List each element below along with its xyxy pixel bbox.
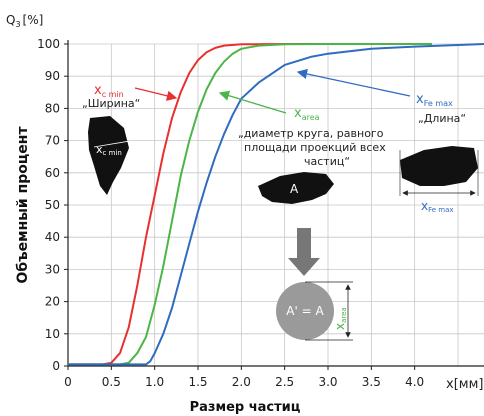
circle-label: A' = A bbox=[286, 304, 324, 318]
y-axis-title: Объемный процент bbox=[15, 126, 31, 284]
y-tick-label: 0 bbox=[52, 359, 60, 373]
x-axis-unit: x[мм] bbox=[446, 377, 483, 392]
xarea-desc-1: „диаметр круга, равного bbox=[238, 127, 384, 140]
down-arrow-icon bbox=[288, 228, 320, 276]
y-tick-label: 10 bbox=[45, 327, 60, 341]
series-group bbox=[68, 43, 484, 366]
x-tick-label: 2.5 bbox=[275, 375, 294, 389]
y-tick-label: 70 bbox=[45, 134, 60, 148]
xcmin-arrow bbox=[134, 87, 178, 101]
xarea-label: xarea bbox=[294, 106, 320, 122]
particle-cmin-label: xc min bbox=[96, 143, 122, 157]
y-tick-label: 60 bbox=[45, 166, 60, 180]
y-tick-label: 20 bbox=[45, 295, 60, 309]
xarea-desc-3: частиц“ bbox=[304, 155, 350, 168]
x-tick-label: 3.0 bbox=[318, 375, 337, 389]
particle-area-label: A bbox=[290, 182, 299, 196]
x-axis-title: Размер частиц bbox=[190, 400, 301, 415]
x-tick-label: 0.5 bbox=[102, 375, 121, 389]
x-tick-label: 4.0 bbox=[405, 375, 424, 389]
x-tick-label: 1.0 bbox=[145, 375, 164, 389]
y-axis-symbol: Q3 [%] bbox=[6, 13, 43, 29]
xcmin-label: xc min bbox=[94, 83, 124, 99]
tick-labels: 0 10 20 30 40 50 60 70 80 90 100 0 0.5 1.0 1.5 2.0 2.5 3.… bbox=[37, 37, 424, 389]
xfe-desc: „Длина“ bbox=[418, 112, 466, 125]
xarea-desc-2: площади проекций всех bbox=[244, 141, 386, 154]
series-line-xarea bbox=[68, 43, 432, 366]
axes bbox=[64, 40, 484, 370]
series-line-xfe-max bbox=[68, 43, 484, 366]
series-line-xc-min bbox=[68, 43, 432, 366]
circle-side-label: xarea bbox=[333, 307, 348, 330]
xfe-arrow bbox=[296, 68, 411, 97]
y-tick-label: 40 bbox=[45, 230, 60, 244]
equivalent-circle: A' = A xarea bbox=[276, 281, 353, 341]
xcmin-desc: „Ширина“ bbox=[82, 97, 140, 110]
xfe-label: xFe max bbox=[416, 92, 453, 108]
particle-fe-shape: xFe max bbox=[399, 146, 479, 214]
x-tick-label: 2.0 bbox=[232, 375, 251, 389]
xarea-arrow bbox=[218, 90, 287, 114]
y-tick-label: 90 bbox=[45, 69, 60, 83]
y-tick-label: 80 bbox=[45, 101, 60, 115]
x-tick-label: 3.5 bbox=[362, 375, 381, 389]
y-tick-label: 100 bbox=[37, 37, 60, 51]
y-tick-label: 50 bbox=[45, 198, 60, 212]
particle-cmin-shape: xc min bbox=[88, 116, 131, 195]
x-tick-label: 0 bbox=[64, 375, 72, 389]
particle-area-shape: A bbox=[258, 172, 334, 204]
y-tick-label: 30 bbox=[45, 262, 60, 276]
x-tick-label: 1.5 bbox=[188, 375, 207, 389]
particle-fe-label: xFe max bbox=[421, 199, 454, 214]
